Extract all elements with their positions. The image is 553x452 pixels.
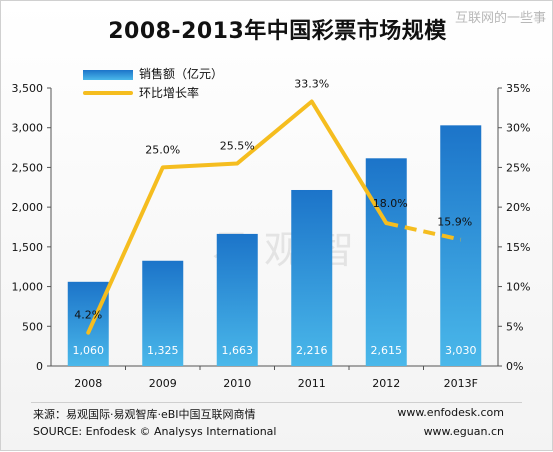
bar-value-label: 1,325 (147, 344, 179, 357)
source-line-1: 来源：易观国际·易观智库·eBI中国互联网商情 (33, 408, 256, 421)
y-right-tick-label: 5% (506, 320, 523, 333)
bar (67, 281, 109, 366)
source-url-2: www.eguan.cn (423, 425, 504, 438)
growth-value-label: 4.2% (74, 309, 102, 322)
y-left-tick-label: 1,500 (12, 241, 44, 254)
x-tick-label: 2011 (298, 377, 326, 390)
y-left-tick-label: 2,000 (12, 201, 44, 214)
x-tick-label: 2012 (372, 377, 400, 390)
chart-title: 2008-2013年中国彩票市场规模 (108, 19, 447, 44)
bar (216, 233, 258, 366)
footer-separator (31, 402, 522, 403)
y-left-tick-label: 1,000 (12, 281, 44, 294)
bar-value-label: 1,663 (222, 344, 254, 357)
growth-value-label: 25.0% (145, 143, 180, 156)
legend-bar-swatch (83, 70, 133, 80)
source-line-2: SOURCE: Enfodesk © Analysys Internationa… (33, 425, 277, 438)
y-right-tick-label: 0% (506, 360, 523, 373)
watermark-top: 互联网的一些事 (454, 11, 546, 26)
bar-value-label: 2,216 (296, 344, 328, 357)
growth-line-actual (86, 99, 389, 335)
y-left-tick-label: 3,500 (12, 82, 44, 95)
y-left-tick-label: 2,500 (12, 161, 44, 174)
y-right-tick-label: 30% (506, 122, 530, 135)
bar (440, 125, 482, 367)
y-left-tick-label: 500 (22, 320, 43, 333)
x-tick-label: 2008 (74, 377, 102, 390)
x-tick-label: 2010 (223, 377, 251, 390)
bar-value-label: 1,060 (73, 344, 105, 357)
y-right-tick-label: 35% (506, 82, 530, 95)
bar (291, 189, 333, 366)
y-left-tick-label: 0 (36, 360, 43, 373)
growth-line-forecast (385, 221, 462, 242)
y-right-tick-label: 20% (506, 201, 530, 214)
legend-bar-label: 销售额（亿元） (139, 67, 224, 81)
y-left-tick-label: 3,000 (12, 122, 44, 135)
bar (142, 260, 184, 366)
legend-line-swatch (83, 91, 133, 95)
x-tick-label: 2013F (444, 377, 478, 390)
bar-value-label: 3,030 (445, 344, 477, 357)
legend-line-label: 环比增长率 (139, 86, 200, 100)
source-url-1: www.enfodesk.com (397, 406, 504, 419)
x-tick-label: 2009 (149, 377, 177, 390)
y-right-tick-label: 25% (506, 161, 530, 174)
growth-value-label: 15.9% (437, 216, 472, 229)
growth-value-label: 33.3% (294, 78, 329, 91)
bar-value-label: 2,615 (371, 344, 403, 357)
y-right-tick-label: 15% (506, 241, 530, 254)
growth-value-label: 25.5% (220, 139, 255, 152)
bar (365, 158, 407, 366)
y-right-tick-label: 10% (506, 281, 530, 294)
growth-value-label: 18.0% (373, 197, 408, 210)
